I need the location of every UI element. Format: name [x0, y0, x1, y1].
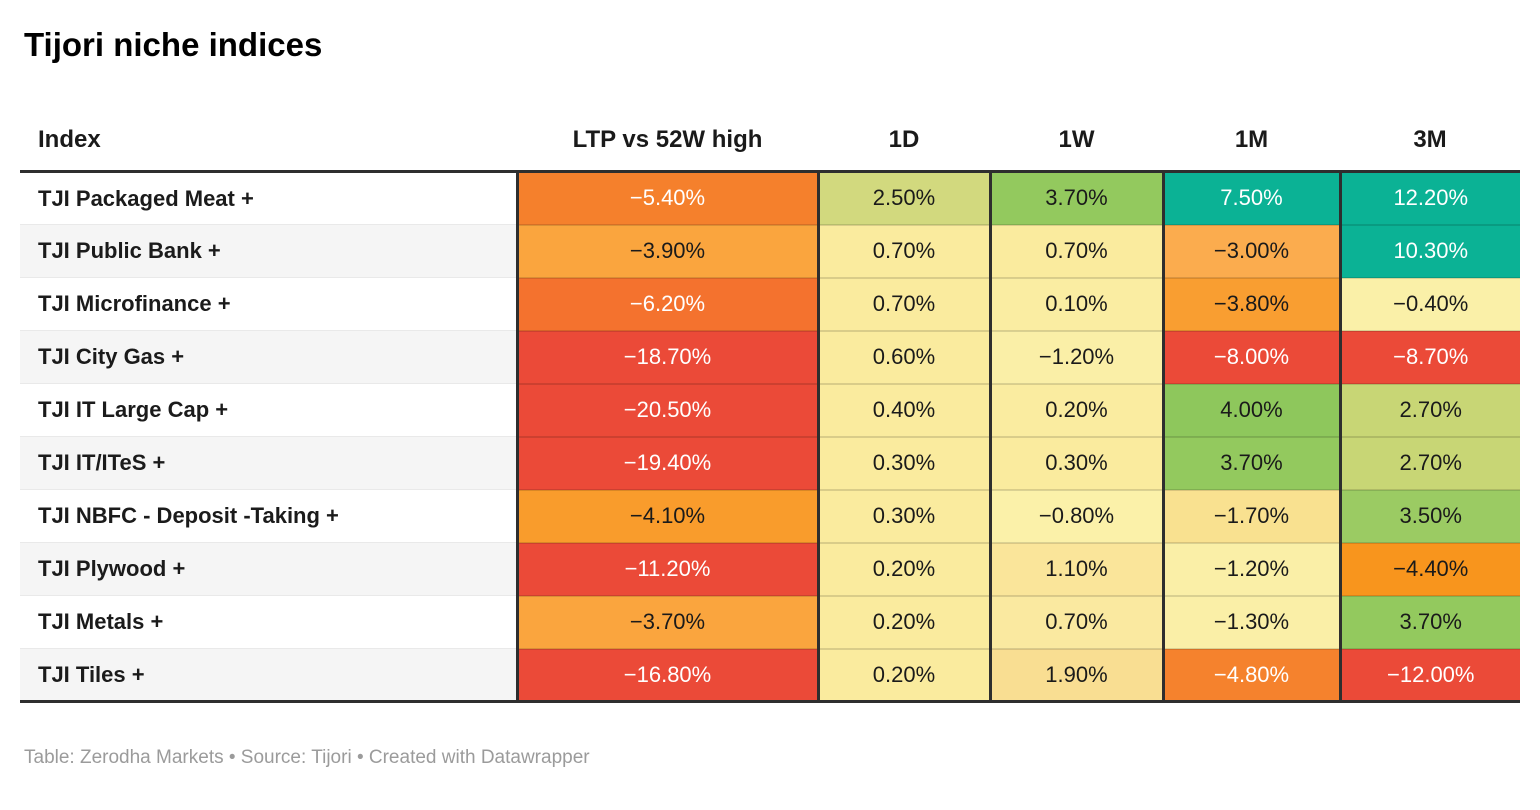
table-header: Index LTP vs 52W high 1D 1W 1M 3M	[20, 126, 1520, 172]
cell-1w: 3.70%	[988, 170, 1163, 225]
cell-1w: −0.80%	[988, 488, 1163, 543]
cell-1w: 1.10%	[988, 541, 1163, 596]
column-header-index: Index	[20, 126, 517, 172]
cell-3m: 2.70%	[1338, 435, 1520, 490]
table-row: TJI Public Bank + −3.90% 0.70% 0.70% −3.00% 1…	[20, 223, 1520, 278]
indices-table: Index LTP vs 52W high 1D 1W 1M 3M TJI Package…	[20, 126, 1520, 703]
cell-3m: −0.40%	[1338, 276, 1520, 331]
cell-3m: −4.40%	[1338, 541, 1520, 596]
index-name[interactable]: TJI IT/ITeS +	[20, 436, 517, 490]
index-name[interactable]: TJI City Gas +	[20, 330, 517, 384]
cell-3m: 10.30%	[1338, 223, 1520, 278]
cell-1d: 2.50%	[816, 170, 990, 225]
cell-ltp: −6.20%	[515, 276, 818, 331]
header-row: Index LTP vs 52W high 1D 1W 1M 3M	[20, 126, 1520, 172]
page-title: Tijori niche indices	[24, 26, 323, 63]
index-name[interactable]: TJI Public Bank +	[20, 224, 517, 278]
cell-1d: 0.70%	[816, 223, 990, 278]
column-header-3m: 3M	[1340, 126, 1520, 172]
index-name[interactable]: TJI NBFC - Deposit -Taking +	[20, 489, 517, 543]
cell-1d: 0.30%	[816, 488, 990, 543]
cell-ltp: −4.10%	[515, 488, 818, 543]
table-row: TJI Tiles + −16.80% 0.20% 1.90% −4.80% −12.00…	[20, 647, 1520, 702]
index-name[interactable]: TJI Plywood +	[20, 542, 517, 596]
cell-1d: 0.20%	[816, 647, 990, 702]
index-name[interactable]: TJI Packaged Meat +	[20, 171, 517, 225]
cell-1m: −1.70%	[1161, 488, 1340, 543]
table-row: TJI City Gas + −18.70% 0.60% −1.20% −8.00% −8…	[20, 329, 1520, 384]
cell-1d: 0.30%	[816, 435, 990, 490]
table-row: TJI Plywood + −11.20% 0.20% 1.10% −1.20% −4.4…	[20, 541, 1520, 596]
cell-ltp: −3.70%	[515, 594, 818, 649]
cell-1w: 0.20%	[988, 382, 1163, 437]
table-body: TJI Packaged Meat + −5.40% 2.50% 3.70% 7.50%…	[20, 170, 1520, 702]
cell-3m: 3.50%	[1338, 488, 1520, 543]
cell-1w: 0.10%	[988, 276, 1163, 331]
table-row: TJI Packaged Meat + −5.40% 2.50% 3.70% 7.50%…	[20, 170, 1520, 225]
cell-1w: 0.30%	[988, 435, 1163, 490]
column-header-1d: 1D	[818, 126, 990, 172]
cell-1m: −1.30%	[1161, 594, 1340, 649]
column-header-1w: 1W	[990, 126, 1163, 172]
cell-1m: −4.80%	[1161, 647, 1340, 702]
cell-1w: 1.90%	[988, 647, 1163, 702]
cell-ltp: −19.40%	[515, 435, 818, 490]
cell-1d: 0.20%	[816, 541, 990, 596]
cell-1m: 4.00%	[1161, 382, 1340, 437]
table-row: TJI IT Large Cap + −20.50% 0.40% 0.20% 4.00%…	[20, 382, 1520, 437]
attribution-footer: Table: Zerodha Markets • Source: Tijori …	[24, 747, 590, 768]
cell-1m: 3.70%	[1161, 435, 1340, 490]
cell-1m: −8.00%	[1161, 329, 1340, 384]
cell-ltp: −11.20%	[515, 541, 818, 596]
table-row: TJI Metals + −3.70% 0.20% 0.70% −1.30% 3.70%	[20, 594, 1520, 649]
column-header-ltp: LTP vs 52W high	[517, 126, 818, 172]
cell-3m: 2.70%	[1338, 382, 1520, 437]
cell-3m: −8.70%	[1338, 329, 1520, 384]
cell-1d: 0.60%	[816, 329, 990, 384]
cell-3m: 3.70%	[1338, 594, 1520, 649]
column-header-1m: 1M	[1163, 126, 1340, 172]
table-row: TJI Microfinance + −6.20% 0.70% 0.10% −3.80%…	[20, 276, 1520, 331]
cell-1m: 7.50%	[1161, 170, 1340, 225]
index-name[interactable]: TJI Tiles +	[20, 648, 517, 702]
cell-ltp: −18.70%	[515, 329, 818, 384]
cell-1d: 0.40%	[816, 382, 990, 437]
cell-ltp: −20.50%	[515, 382, 818, 437]
table-row: TJI IT/ITeS + −19.40% 0.30% 0.30% 3.70% 2.70%	[20, 435, 1520, 490]
index-name[interactable]: TJI IT Large Cap +	[20, 383, 517, 437]
index-name[interactable]: TJI Microfinance +	[20, 277, 517, 331]
table-row: TJI NBFC - Deposit -Taking + −4.10% 0.30% −…	[20, 488, 1520, 543]
cell-ltp: −3.90%	[515, 223, 818, 278]
cell-1m: −1.20%	[1161, 541, 1340, 596]
cell-1d: 0.20%	[816, 594, 990, 649]
cell-1m: −3.00%	[1161, 223, 1340, 278]
cell-1d: 0.70%	[816, 276, 990, 331]
cell-1w: 0.70%	[988, 594, 1163, 649]
index-name[interactable]: TJI Metals +	[20, 595, 517, 649]
cell-ltp: −5.40%	[515, 170, 818, 225]
cell-1m: −3.80%	[1161, 276, 1340, 331]
cell-ltp: −16.80%	[515, 647, 818, 702]
cell-1w: 0.70%	[988, 223, 1163, 278]
cell-3m: −12.00%	[1338, 647, 1520, 702]
cell-3m: 12.20%	[1338, 170, 1520, 225]
cell-1w: −1.20%	[988, 329, 1163, 384]
